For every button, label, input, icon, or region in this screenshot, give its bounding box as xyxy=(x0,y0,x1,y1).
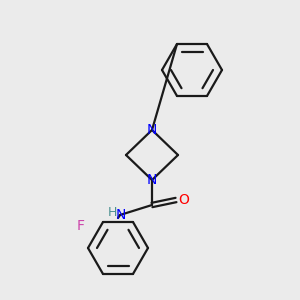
Text: F: F xyxy=(77,220,85,233)
Text: N: N xyxy=(147,123,157,137)
Text: N: N xyxy=(116,208,126,222)
Text: H: H xyxy=(107,206,117,218)
Text: O: O xyxy=(178,193,189,207)
Text: N: N xyxy=(147,173,157,187)
